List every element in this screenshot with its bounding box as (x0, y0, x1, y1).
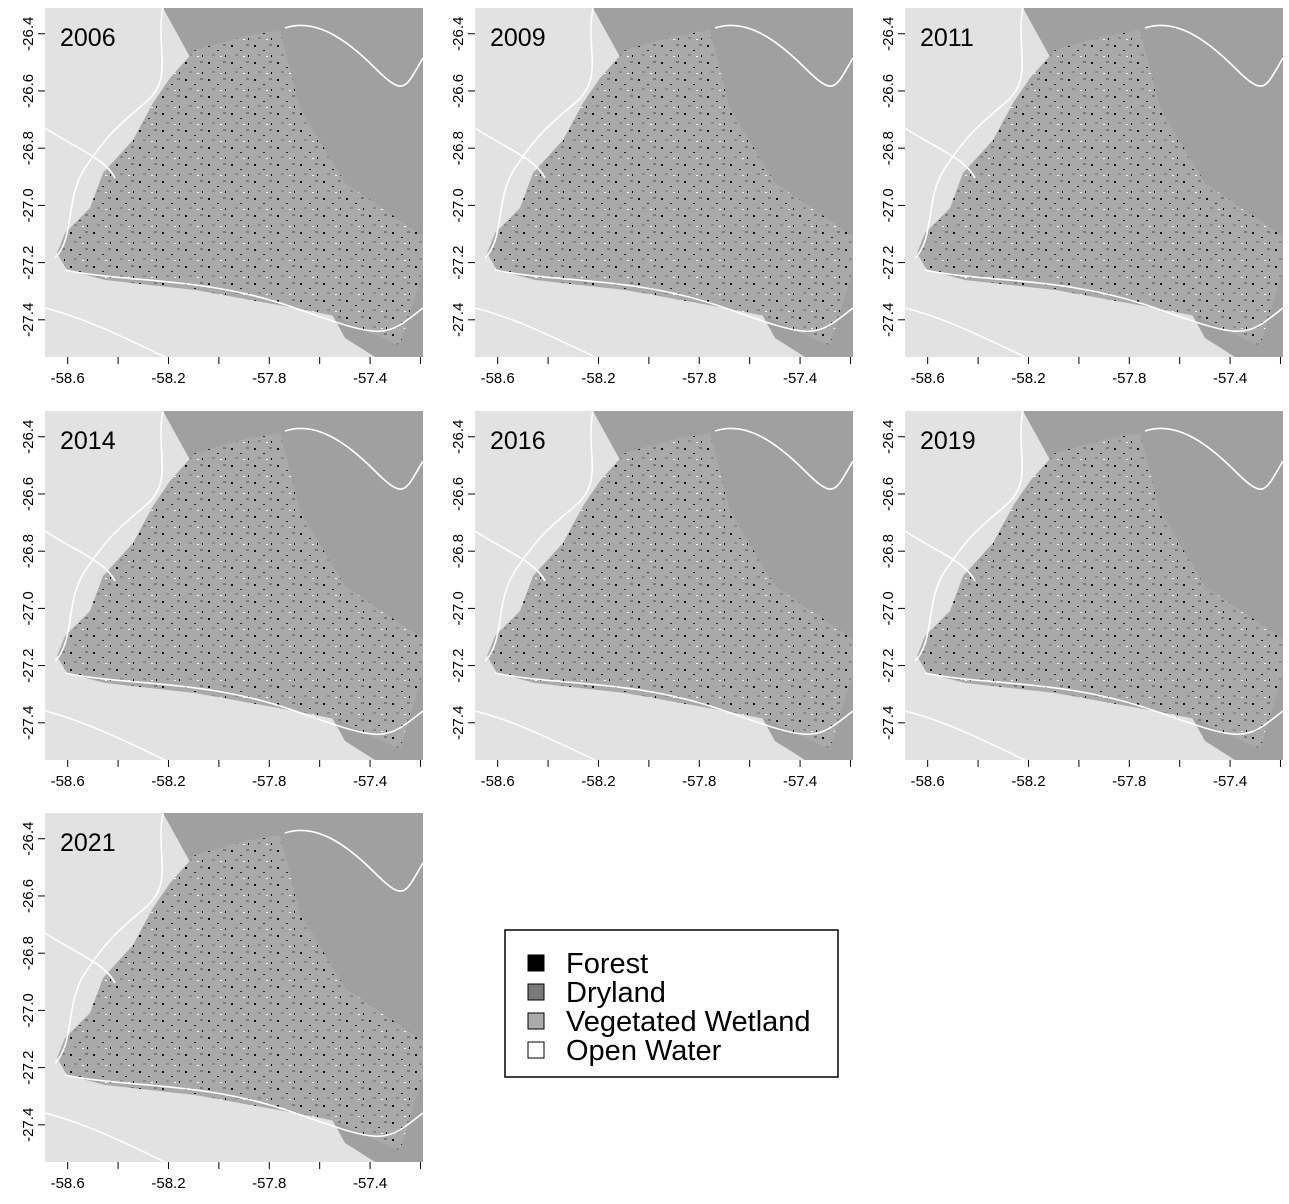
y-tick-label: -27.2 (450, 245, 467, 279)
y-tick-label: -26.4 (450, 420, 467, 454)
x-tick-label: -58.6 (51, 370, 85, 387)
map-panel: 2009 -26.4 -26.6 -26.8 -27.0 -27.2 -27.4 -58.6 -… (450, 8, 853, 387)
x-tick-label: -57.4 (1213, 370, 1247, 387)
y-tick-label: -27.2 (20, 648, 37, 682)
panel-title: 2021 (60, 829, 116, 857)
x-tick-label: -57.4 (353, 1175, 387, 1192)
x-tick-label: -58.6 (51, 1175, 85, 1192)
y-tick-label: -26.6 (20, 879, 37, 913)
x-tick-label: -58.2 (581, 773, 615, 790)
y-tick-label: -27.0 (450, 591, 467, 625)
x-tick-label: -58.6 (51, 773, 85, 790)
y-tick-label: -26.8 (880, 534, 897, 568)
map-panel: 2014 -26.4 -26.6 -26.8 -27.0 -27.2 -27.4 -58.6 -… (20, 411, 423, 790)
x-tick-label: -57.8 (252, 773, 286, 790)
y-tick-label: -27.4 (20, 706, 37, 740)
x-tick-label: -57.8 (682, 370, 716, 387)
figure: 2006 -26.4 -26.6 -26.8 -27.0 -27.2 -27.4 -58.6 -… (0, 0, 1289, 1204)
legend-swatch (528, 955, 544, 971)
legend-label: Forest (566, 948, 648, 980)
y-tick-label: -27.2 (20, 1050, 37, 1084)
y-tick-label: -27.4 (880, 303, 897, 337)
y-tick-label: -27.4 (880, 706, 897, 740)
panel-title: 2016 (490, 427, 546, 455)
map-panel: 2006 -26.4 -26.6 -26.8 -27.0 -27.2 -27.4 -58.6 -… (20, 8, 423, 387)
panel-title: 2014 (60, 427, 116, 455)
x-tick-label: -57.8 (252, 370, 286, 387)
x-tick-label: -57.8 (1112, 370, 1146, 387)
y-tick-label: -26.8 (450, 534, 467, 568)
legend-label: Open Water (566, 1035, 722, 1067)
x-tick-label: -57.8 (1112, 773, 1146, 790)
legend-label: Dryland (566, 977, 666, 1009)
y-tick-label: -27.2 (880, 245, 897, 279)
y-tick-label: -26.4 (20, 17, 37, 51)
x-tick-label: -58.6 (911, 773, 945, 790)
panel-title: 2019 (920, 427, 976, 455)
legend-label: Vegetated Wetland (566, 1006, 811, 1038)
y-tick-label: -26.8 (450, 131, 467, 165)
panel-title: 2009 (490, 24, 546, 52)
y-tick-label: -26.6 (450, 74, 467, 108)
y-tick-label: -27.0 (880, 188, 897, 222)
x-tick-label: -57.4 (353, 370, 387, 387)
y-tick-label: -26.8 (880, 131, 897, 165)
y-tick-label: -27.4 (450, 303, 467, 337)
y-tick-label: -27.2 (450, 648, 467, 682)
legend-swatch (528, 984, 544, 1000)
y-tick-label: -26.6 (20, 477, 37, 511)
map-panel: 2019 -26.4 -26.6 -26.8 -27.0 -27.2 -27.4 -58.6 -… (880, 411, 1283, 790)
y-tick-label: -27.2 (880, 648, 897, 682)
page: {"panels": [ {"title": "2006"}, {"title"… (0, 0, 1289, 1204)
y-tick-label: -26.4 (20, 420, 37, 454)
y-tick-label: -26.4 (880, 420, 897, 454)
y-tick-label: -27.4 (20, 303, 37, 337)
y-tick-label: -26.6 (880, 477, 897, 511)
x-tick-label: -57.8 (682, 773, 716, 790)
map-panel: 2021 -26.4 -26.6 -26.8 -27.0 -27.2 -27.4 -58.6 -… (20, 813, 423, 1192)
x-tick-label: -58.2 (581, 370, 615, 387)
x-tick-label: -58.2 (1011, 773, 1045, 790)
y-tick-label: -26.8 (20, 131, 37, 165)
y-tick-label: -26.8 (20, 936, 37, 970)
y-tick-label: -26.6 (450, 477, 467, 511)
y-tick-label: -27.0 (20, 188, 37, 222)
map-panel: 2016 -26.4 -26.6 -26.8 -27.0 -27.2 -27.4 -58.6 -… (450, 411, 853, 790)
y-tick-label: -26.6 (20, 74, 37, 108)
y-tick-label: -26.8 (20, 534, 37, 568)
x-tick-label: -57.4 (353, 773, 387, 790)
y-tick-label: -27.0 (20, 993, 37, 1027)
y-tick-label: -26.4 (880, 17, 897, 51)
x-tick-label: -58.6 (481, 773, 515, 790)
x-tick-label: -57.4 (783, 370, 817, 387)
y-tick-label: -27.4 (20, 1108, 37, 1142)
x-tick-label: -58.2 (151, 773, 185, 790)
x-tick-label: -58.2 (151, 1175, 185, 1192)
panel-title: 2006 (60, 24, 116, 52)
y-tick-label: -26.4 (450, 17, 467, 51)
y-tick-label: -26.6 (880, 74, 897, 108)
x-tick-label: -57.4 (1213, 773, 1247, 790)
y-tick-label: -26.4 (20, 822, 37, 856)
y-tick-label: -27.2 (20, 245, 37, 279)
legend-swatch (528, 1013, 544, 1029)
x-tick-label: -57.4 (783, 773, 817, 790)
x-tick-label: -58.2 (1011, 370, 1045, 387)
x-tick-label: -58.6 (481, 370, 515, 387)
map-panel: 2011 -26.4 -26.6 -26.8 -27.0 -27.2 -27.4 -58.6 -… (880, 8, 1283, 387)
y-tick-label: -27.0 (450, 188, 467, 222)
y-tick-label: -27.4 (450, 706, 467, 740)
x-tick-label: -57.8 (252, 1175, 286, 1192)
legend-swatch (528, 1042, 544, 1058)
x-tick-label: -58.2 (151, 370, 185, 387)
panel-title: 2011 (920, 24, 974, 52)
x-tick-label: -58.6 (911, 370, 945, 387)
y-tick-label: -27.0 (20, 591, 37, 625)
y-tick-label: -27.0 (880, 591, 897, 625)
